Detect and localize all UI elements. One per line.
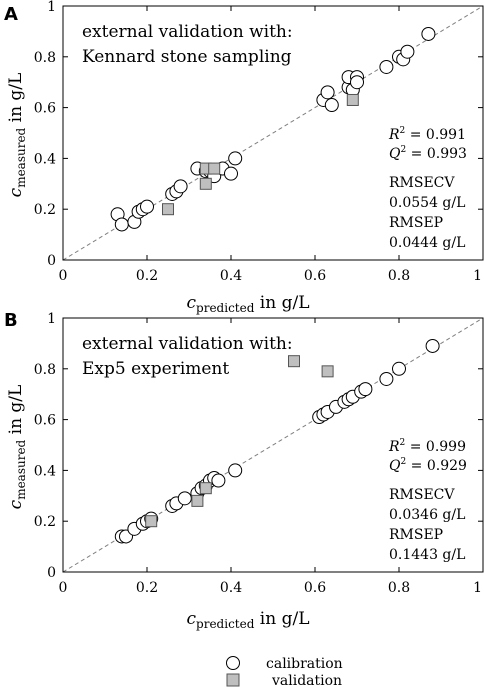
- calibration-point: [392, 361, 406, 376]
- rmsep-label: RMSEP: [389, 527, 443, 543]
- calibration-point: [228, 463, 243, 478]
- calibration-point: [228, 151, 243, 166]
- q2-stat: Q2 = 0.993: [389, 145, 467, 162]
- x-tick-label: 0.2: [136, 580, 158, 596]
- x-tick-label: 0.4: [220, 580, 242, 596]
- x-tick-label: 0: [59, 268, 68, 284]
- annotation-line: Kennard stone sampling: [82, 47, 292, 67]
- y-tick-label: 0: [47, 565, 56, 581]
- x-tick-label: 1: [473, 268, 482, 284]
- x-tick-label: 0.4: [220, 268, 242, 284]
- x-tick-label: 0.6: [304, 580, 326, 596]
- calibration-point: [425, 338, 440, 353]
- y-tick-label: 0.2: [34, 202, 56, 218]
- rmsep-value: 0.1443 g/L: [389, 547, 465, 563]
- x-axis-title: cpredicted in g/L: [187, 293, 310, 315]
- rmsep-label: RMSEP: [389, 215, 443, 231]
- calibration-point: [350, 75, 364, 90]
- annotation-line: external validation with:: [82, 22, 293, 42]
- validation-point: [288, 355, 300, 368]
- calibration-point: [421, 26, 436, 41]
- r2-stat: R2 = 0.999: [388, 438, 466, 455]
- calibration-point: [140, 199, 154, 214]
- y-tick-label: 0.8: [34, 50, 56, 66]
- x-tick-label: 1: [473, 580, 482, 596]
- validation-point: [346, 93, 359, 106]
- x-tick-label: 0.8: [388, 268, 410, 284]
- legend-calibration-marker: [226, 656, 240, 670]
- y-tick-label: 0.6: [34, 413, 56, 429]
- y-tick-label: 1: [47, 311, 56, 327]
- legend-validation-label: validation: [271, 673, 342, 689]
- panel-label: A: [4, 4, 18, 25]
- calibration-point: [358, 382, 373, 397]
- rmsecv-value: 0.0554 g/L: [389, 195, 465, 211]
- x-tick-label: 0: [59, 580, 68, 596]
- r2-stat: R2 = 0.991: [388, 126, 466, 143]
- annotation-line: external validation with:: [82, 334, 293, 354]
- plot-frame: [62, 5, 484, 261]
- rmsecv-value: 0.0346 g/L: [389, 507, 465, 523]
- panel-a: A 0 0.2 0.4 0.6 0.8 1 0 0.2 0.4 0.6 0.8 1 cpredicted …: [4, 0, 484, 315]
- y-axis-title: cmeasured in g/L: [6, 73, 28, 198]
- x-axis-title: cpredicted in g/L: [187, 609, 310, 631]
- validation-point: [199, 177, 212, 190]
- calibration-point: [173, 179, 188, 194]
- x-tick-label: 0.8: [388, 580, 410, 596]
- validation-point: [321, 365, 334, 378]
- y-tick-label: 0.4: [34, 463, 56, 479]
- y-tick-label: 0.6: [34, 101, 56, 117]
- validation-point: [199, 482, 212, 495]
- calibration-point: [324, 98, 339, 113]
- legend: calibration validation: [226, 656, 343, 689]
- y-tick-label: 1: [47, 0, 56, 15]
- panel-label: B: [4, 310, 18, 331]
- validation-point: [145, 515, 158, 528]
- calibration-point: [114, 217, 129, 232]
- annotation-line: Exp5 experiment: [82, 359, 229, 379]
- x-tick-label: 0.2: [136, 268, 158, 284]
- panel-b: B 0 0.2 0.4 0.6 0.8 1 0 0.2 0.4 0.6 0.8 1 cpredicted …: [4, 310, 484, 631]
- rmsecv-label: RMSECV: [389, 175, 455, 191]
- diagonal-line: [62, 317, 484, 573]
- y-tick-label: 0.2: [34, 514, 56, 530]
- calibration-point: [379, 59, 394, 74]
- validation-point: [191, 494, 204, 507]
- q2-stat: Q2 = 0.929: [389, 457, 467, 474]
- calibration-point: [211, 473, 226, 488]
- calibration-point: [224, 166, 238, 181]
- rmsecv-label: RMSECV: [389, 487, 455, 503]
- plot-frame: [62, 317, 484, 573]
- calibration-point: [320, 85, 335, 100]
- legend-validation-marker: [226, 673, 240, 687]
- validation-point: [208, 162, 221, 175]
- legend-calibration-label: calibration: [266, 656, 343, 672]
- validation-point: [162, 203, 174, 216]
- y-tick-label: 0.8: [34, 362, 56, 378]
- y-tick-label: 0.4: [34, 151, 56, 167]
- calibration-point: [400, 44, 415, 59]
- x-tick-label: 0.6: [304, 268, 326, 284]
- y-tick-label: 0: [47, 253, 56, 269]
- calibration-point: [177, 491, 192, 506]
- rmsep-value: 0.0444 g/L: [389, 235, 465, 251]
- calibration-point: [379, 371, 394, 386]
- y-axis-title: cmeasured in g/L: [6, 385, 28, 510]
